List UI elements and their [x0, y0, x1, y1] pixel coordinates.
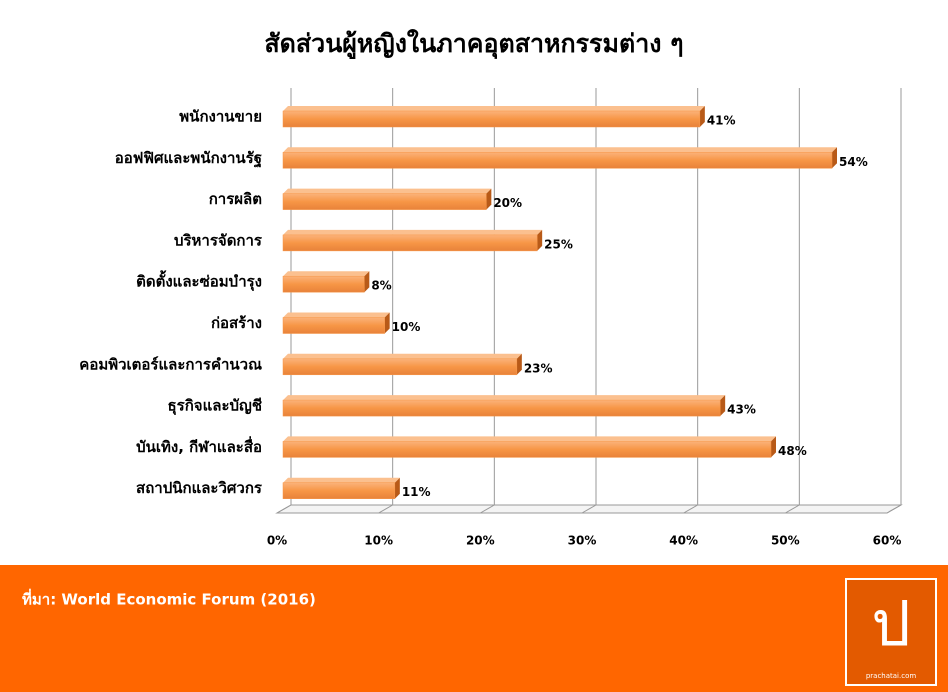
- y-tick-label: บันเทิง, กีฬาและสื่อ: [136, 436, 262, 456]
- x-tick-label: 50%: [771, 534, 800, 548]
- bar: [282, 234, 538, 252]
- bar-top: [283, 395, 726, 401]
- floor-line: [581, 504, 597, 514]
- y-tick-label: คอมพิวเตอร์และการคำนวณ: [79, 355, 262, 373]
- y-tick-label: สถาปนิกและวิศวกร: [136, 479, 263, 497]
- bar: [282, 482, 396, 499]
- floor-line: [886, 504, 902, 514]
- y-tick-label: พนักงานขาย: [179, 108, 262, 126]
- value-label: 54%: [839, 155, 868, 169]
- value-label: 8%: [371, 279, 391, 293]
- bar-top: [283, 229, 543, 235]
- value-label: 11%: [402, 485, 431, 499]
- value-label: 20%: [493, 196, 522, 210]
- x-tick-label: 0%: [267, 534, 287, 548]
- bar: [282, 399, 721, 417]
- floor-line: [378, 504, 393, 514]
- bar-top: [283, 188, 492, 194]
- bar-side: [486, 188, 492, 210]
- bar-top: [283, 312, 390, 318]
- bar-top: [283, 147, 837, 153]
- bar: [282, 441, 772, 458]
- source: ที่มา: World Economic Forum (2016): [22, 589, 316, 609]
- y-tick-label: บริหารจัดการ: [174, 231, 263, 249]
- y-tick-label: การผลิต: [209, 190, 262, 208]
- bar-side: [832, 147, 837, 169]
- y-tick-label: ออฟฟิศและพนักงานรัฐ: [115, 149, 262, 168]
- bar-side: [516, 353, 522, 375]
- value-label: 23%: [524, 361, 553, 375]
- bar-top: [283, 436, 776, 442]
- value-label: 43%: [727, 403, 756, 417]
- bar-side: [394, 477, 400, 499]
- value-label: 25%: [544, 237, 573, 251]
- x-tick-label: 40%: [669, 534, 698, 548]
- bar: [282, 152, 833, 169]
- y-tick-label: ติดตั้งและซ่อมบำรุง: [136, 270, 262, 292]
- y-tick-label: ธุรกิจและบัญชี: [168, 397, 262, 416]
- bar-top: [283, 353, 522, 359]
- x-tick-label: 30%: [568, 534, 597, 548]
- value-label: 41%: [707, 114, 736, 128]
- floor-line: [683, 504, 698, 514]
- bar-side: [699, 106, 705, 127]
- bar-top: [283, 271, 370, 277]
- floor-line: [276, 504, 292, 514]
- x-tick-label: 20%: [466, 534, 495, 548]
- bar: [282, 193, 487, 210]
- logo: [845, 578, 937, 686]
- floor-line: [785, 504, 800, 514]
- logo-text: prachatai.com: [866, 672, 917, 680]
- bar-top: [283, 106, 705, 111]
- footer: [0, 565, 948, 692]
- bar-top: [283, 477, 400, 483]
- value-label: 10%: [392, 320, 421, 334]
- x-tick-label: 60%: [873, 534, 902, 548]
- y-tick-label: ก่อสร้าง: [211, 314, 262, 332]
- chart-title: สัดส่วนผู้หญิงในภาคอุตสาหกรรมต่าง ๆ: [264, 28, 683, 60]
- bar: [282, 275, 365, 293]
- floor-line: [480, 504, 495, 514]
- logo-glyph: ป: [871, 587, 910, 660]
- bar-side: [771, 436, 776, 458]
- bar: [282, 110, 701, 128]
- bar-side: [720, 395, 726, 417]
- value-label: 48%: [778, 444, 807, 458]
- bar: [282, 358, 518, 376]
- bar-side: [537, 229, 543, 251]
- bar-side: [364, 271, 370, 293]
- bar-side: [384, 312, 390, 334]
- x-tick-label: 10%: [364, 534, 393, 548]
- bar: [282, 317, 385, 334]
